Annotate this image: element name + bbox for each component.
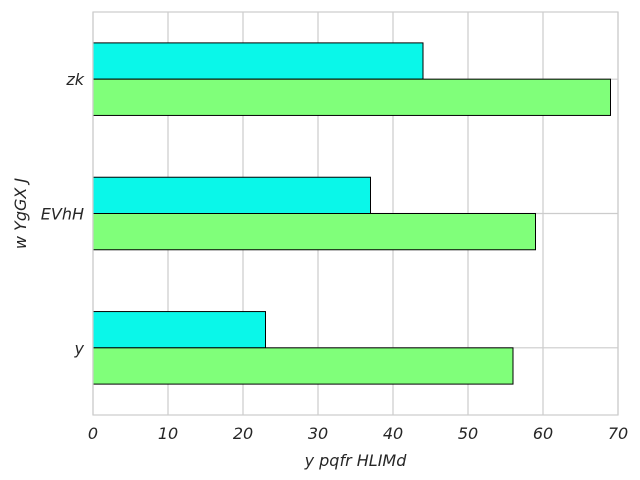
y-tick-label: y: [74, 339, 85, 358]
bar-series-1-y: [92, 311, 266, 349]
x-axis-label: y pqfr HLIMd: [304, 451, 408, 470]
y-tick-labels: y EVhH zk: [41, 70, 85, 358]
bar-series-2-EVhH: [92, 213, 536, 251]
x-tick-label: 70: [608, 424, 628, 443]
x-tick-label: 50: [458, 424, 478, 443]
x-tick-label: 40: [383, 424, 403, 443]
x-tick-label: 60: [533, 424, 553, 443]
x-tick-label: 20: [233, 424, 253, 443]
y-tick-label: EVhH: [41, 205, 84, 224]
bar-series-2-y: [92, 347, 514, 385]
plot-frame: [92, 11, 619, 416]
x-tick-label: 30: [308, 424, 328, 443]
x-tick-label: 10: [158, 424, 178, 443]
x-tick-labels: 0 10 20 30 40 50 60 70: [88, 424, 628, 443]
x-tick-label: 0: [88, 424, 98, 443]
y-axis-label: w YgGX J: [11, 178, 30, 250]
y-tick-label: zk: [65, 70, 84, 89]
bar-series-1-zk: [92, 42, 424, 80]
bar-series-2-zk: [92, 78, 611, 116]
bar-series-1-EVhH: [92, 176, 371, 214]
